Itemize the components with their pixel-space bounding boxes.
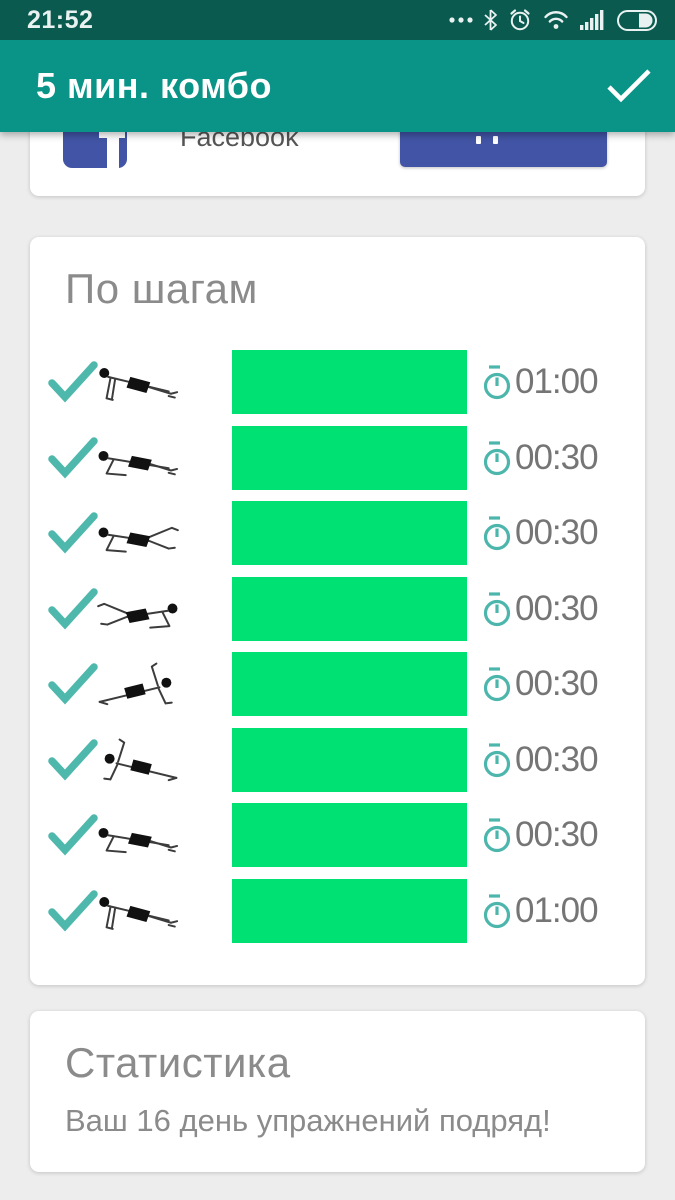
step-check-icon[interactable]	[48, 738, 98, 781]
step-duration: 00:30	[515, 513, 599, 552]
steps-card: По шагам	[30, 237, 645, 985]
step-check-icon[interactable]	[48, 889, 98, 932]
step-timer: 00:30	[482, 652, 599, 716]
step-progress-bar	[232, 878, 467, 943]
stopwatch-icon	[483, 365, 511, 400]
side-plank-head-right-icon	[92, 655, 184, 715]
steps-list: 01:00	[30, 345, 645, 949]
stopwatch-icon	[483, 591, 511, 626]
step-check-icon[interactable]	[48, 436, 98, 479]
side-plank-head-left-icon	[92, 731, 184, 791]
plank-forearm-icon	[92, 429, 184, 489]
plank-forearm-leg-raise-left-icon	[92, 504, 184, 564]
step-check-icon[interactable]	[48, 361, 98, 403]
signal-strength-icon	[580, 10, 604, 30]
step-row[interactable]: 01:00	[30, 345, 645, 421]
step-duration: 00:30	[515, 588, 599, 628]
step-row[interactable]: 00:30	[30, 572, 645, 648]
stats-card: Статистика Ваш 16 день упражнений подряд…	[30, 1011, 645, 1172]
step-row[interactable]: 01:00	[30, 874, 645, 950]
step-row[interactable]: 00:30	[30, 798, 645, 874]
step-progress-bar	[232, 803, 467, 867]
plank-pushup-icon	[92, 353, 184, 413]
share-button-text-fragment	[493, 136, 498, 144]
step-progress-bar	[232, 425, 467, 490]
stopwatch-icon	[483, 440, 511, 475]
step-timer: 01:00	[482, 879, 599, 943]
step-duration: 01:00	[515, 890, 599, 930]
overflow-dots-icon	[449, 17, 473, 23]
step-row[interactable]: 00:30	[30, 421, 645, 497]
stats-card-title: Статистика	[65, 1039, 291, 1086]
step-timer: 00:30	[482, 501, 599, 565]
stopwatch-icon	[483, 818, 511, 853]
status-bar: 21:52	[0, 0, 675, 40]
step-timer: 01:00	[482, 350, 599, 414]
stopwatch-icon	[483, 667, 511, 702]
battery-icon	[617, 9, 657, 31]
plank-forearm-icon	[92, 806, 184, 866]
step-timer: 00:30	[482, 728, 599, 792]
step-duration: 01:00	[515, 362, 599, 401]
stats-streak-text: Ваш 16 день упражнений подряд!	[65, 1103, 551, 1138]
alarm-clock-icon	[510, 9, 530, 31]
plank-pushup-icon	[92, 882, 184, 942]
step-timer: 00:30	[482, 803, 599, 867]
step-progress-bar	[232, 652, 467, 716]
stopwatch-icon	[483, 742, 511, 777]
step-duration: 00:30	[515, 739, 599, 779]
confirm-check-button[interactable]	[605, 66, 653, 106]
step-progress-bar	[232, 501, 467, 565]
check-icon	[607, 69, 651, 103]
stopwatch-icon	[483, 516, 511, 551]
step-progress-bar	[232, 350, 467, 414]
page-title: 5 мин. комбо	[36, 65, 272, 106]
step-check-icon[interactable]	[48, 663, 98, 705]
step-duration: 00:30	[515, 815, 599, 854]
step-check-icon[interactable]	[48, 587, 98, 630]
stopwatch-icon	[483, 893, 511, 928]
step-timer: 00:30	[482, 426, 599, 490]
step-row[interactable]: 00:30	[30, 496, 645, 572]
step-duration: 00:30	[515, 437, 599, 477]
app-bar: 5 мин. комбо	[0, 40, 675, 132]
step-check-icon[interactable]	[48, 512, 98, 554]
step-row[interactable]: 00:30	[30, 723, 645, 799]
step-progress-bar	[232, 727, 467, 792]
step-check-icon[interactable]	[48, 814, 98, 856]
steps-card-title: По шагам	[65, 265, 258, 312]
share-button-text-fragment	[476, 136, 481, 144]
step-row[interactable]: 00:30	[30, 647, 645, 723]
step-timer: 00:30	[482, 577, 599, 641]
step-progress-bar	[232, 576, 467, 641]
plank-forearm-leg-raise-right-icon	[92, 580, 184, 640]
wifi-icon	[544, 11, 568, 29]
status-time: 21:52	[27, 5, 94, 34]
bluetooth-icon	[484, 9, 497, 31]
step-duration: 00:30	[515, 664, 599, 703]
